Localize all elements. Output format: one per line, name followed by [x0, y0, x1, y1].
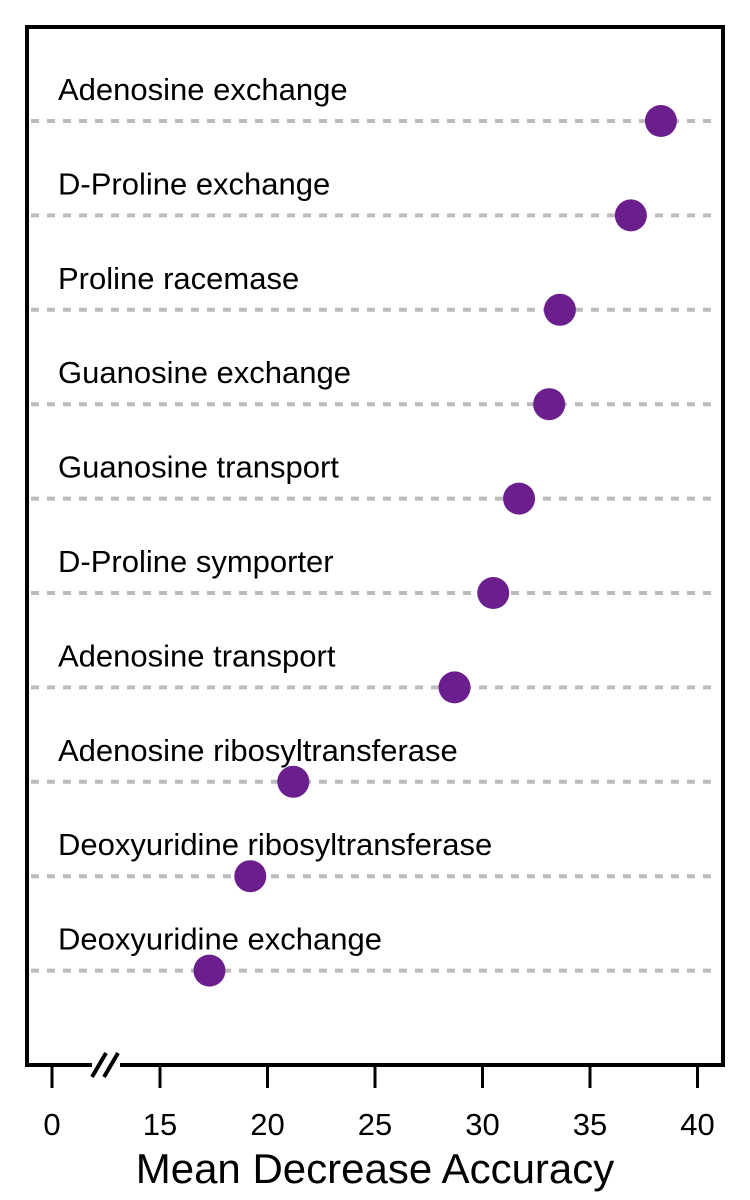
category-labels: Adenosine exchange D-Proline exchange Prol… [58, 72, 492, 957]
x-tick-label: 20 [250, 1107, 284, 1142]
category-label: Deoxyuridine ribosyltransferase [58, 827, 492, 862]
data-point [543, 293, 576, 326]
data-point [438, 671, 471, 704]
category-label: Deoxyuridine exchange [58, 922, 382, 957]
x-tick-label: 0 [43, 1107, 60, 1142]
data-point [614, 199, 647, 232]
data-point [277, 765, 310, 798]
data-point [644, 105, 677, 137]
category-label: Guanosine transport [58, 450, 339, 485]
axis-break-mark [102, 1051, 120, 1079]
data-points [193, 105, 677, 987]
x-tick-label: 35 [573, 1107, 607, 1142]
category-label: D-Proline exchange [58, 166, 330, 201]
category-label: Adenosine ribosyltransferase [58, 733, 458, 768]
guide-lines [31, 119, 719, 973]
x-tick-label: 15 [143, 1107, 177, 1142]
x-tick-label: 30 [465, 1107, 499, 1142]
data-point [533, 388, 566, 421]
category-label: Adenosine transport [58, 638, 336, 673]
plot-frame [25, 25, 725, 1067]
category-label: Proline racemase [58, 261, 299, 296]
category-label: Adenosine exchange [58, 72, 348, 107]
data-point [193, 954, 226, 987]
data-point [477, 577, 510, 609]
x-tick-label: 40 [680, 1107, 714, 1142]
data-point [503, 482, 536, 515]
category-label: Guanosine exchange [58, 355, 351, 390]
category-label: D-Proline symporter [58, 544, 334, 579]
data-point [234, 860, 267, 893]
x-axis-title: Mean Decrease Accuracy [136, 1145, 615, 1192]
axis-break-mark [90, 1051, 108, 1079]
x-axis: 0 15 20 25 30 35 40 [43, 1051, 715, 1142]
x-tick-label: 25 [358, 1107, 392, 1142]
